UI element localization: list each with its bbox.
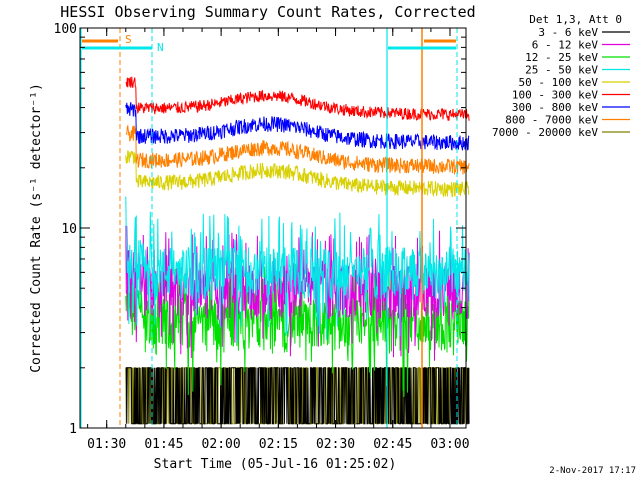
legend-entry-label: 6 - 12 keV [532, 39, 599, 52]
legend-entry-label: 300 - 800 keV [512, 101, 598, 114]
marker-s-label: S [125, 33, 132, 46]
legend-entry-label: 3 - 6 keV [538, 26, 598, 39]
x-axis-label: Start Time (05-Jul-16 01:25:02) [154, 457, 397, 472]
chart-title: HESSI Observing Summary Count Rates, Cor… [60, 3, 475, 21]
x-tick-label: 02:30 [316, 437, 355, 452]
series-line-800to7000kev [125, 124, 470, 175]
y-tick-label: 1 [69, 422, 77, 437]
series-line-100to300kev [125, 76, 470, 121]
y-tick-label: 10 [61, 222, 77, 237]
x-tick-label: 02:00 [202, 437, 241, 452]
legend-entry-label: 7000 - 20000 keV [492, 126, 598, 139]
x-tick-label: 02:15 [259, 437, 298, 452]
legend-entry-label: 100 - 300 keV [512, 89, 598, 102]
series-line-25to50kev [125, 196, 470, 344]
x-tick-label: 02:45 [373, 437, 412, 452]
axes: 1 10 100 01:30 01:45 02:00 02:15 02:30 02:45 03:0… [54, 22, 470, 452]
x-tick-label: 03:00 [430, 437, 469, 452]
legend-entry-label: 12 - 25 keV [525, 51, 598, 64]
series-line-50to100kev [125, 150, 470, 198]
series-line-3to6kev [125, 367, 470, 425]
legend-entry-label: 50 - 100 keV [519, 76, 599, 89]
series-line-6to12kev [125, 225, 470, 361]
legend-entry-label: 800 - 7000 keV [505, 114, 598, 127]
x-tick-label: 01:30 [87, 437, 126, 452]
y-tick-label: 100 [54, 22, 77, 37]
legend-entry-label: 25 - 50 keV [525, 64, 598, 77]
marker-n-label: N [157, 41, 164, 54]
series-line-300to800kev [125, 102, 470, 151]
plot-data-layer [125, 76, 470, 425]
legend-header: Det 1,3, Att 0 [529, 13, 622, 26]
y-axis-label: Corrected Count Rate (s⁻¹ detector⁻¹) [29, 83, 44, 373]
x-tick-label: 01:45 [144, 437, 183, 452]
date-stamp: 2-Nov-2017 17:17 [549, 466, 636, 476]
